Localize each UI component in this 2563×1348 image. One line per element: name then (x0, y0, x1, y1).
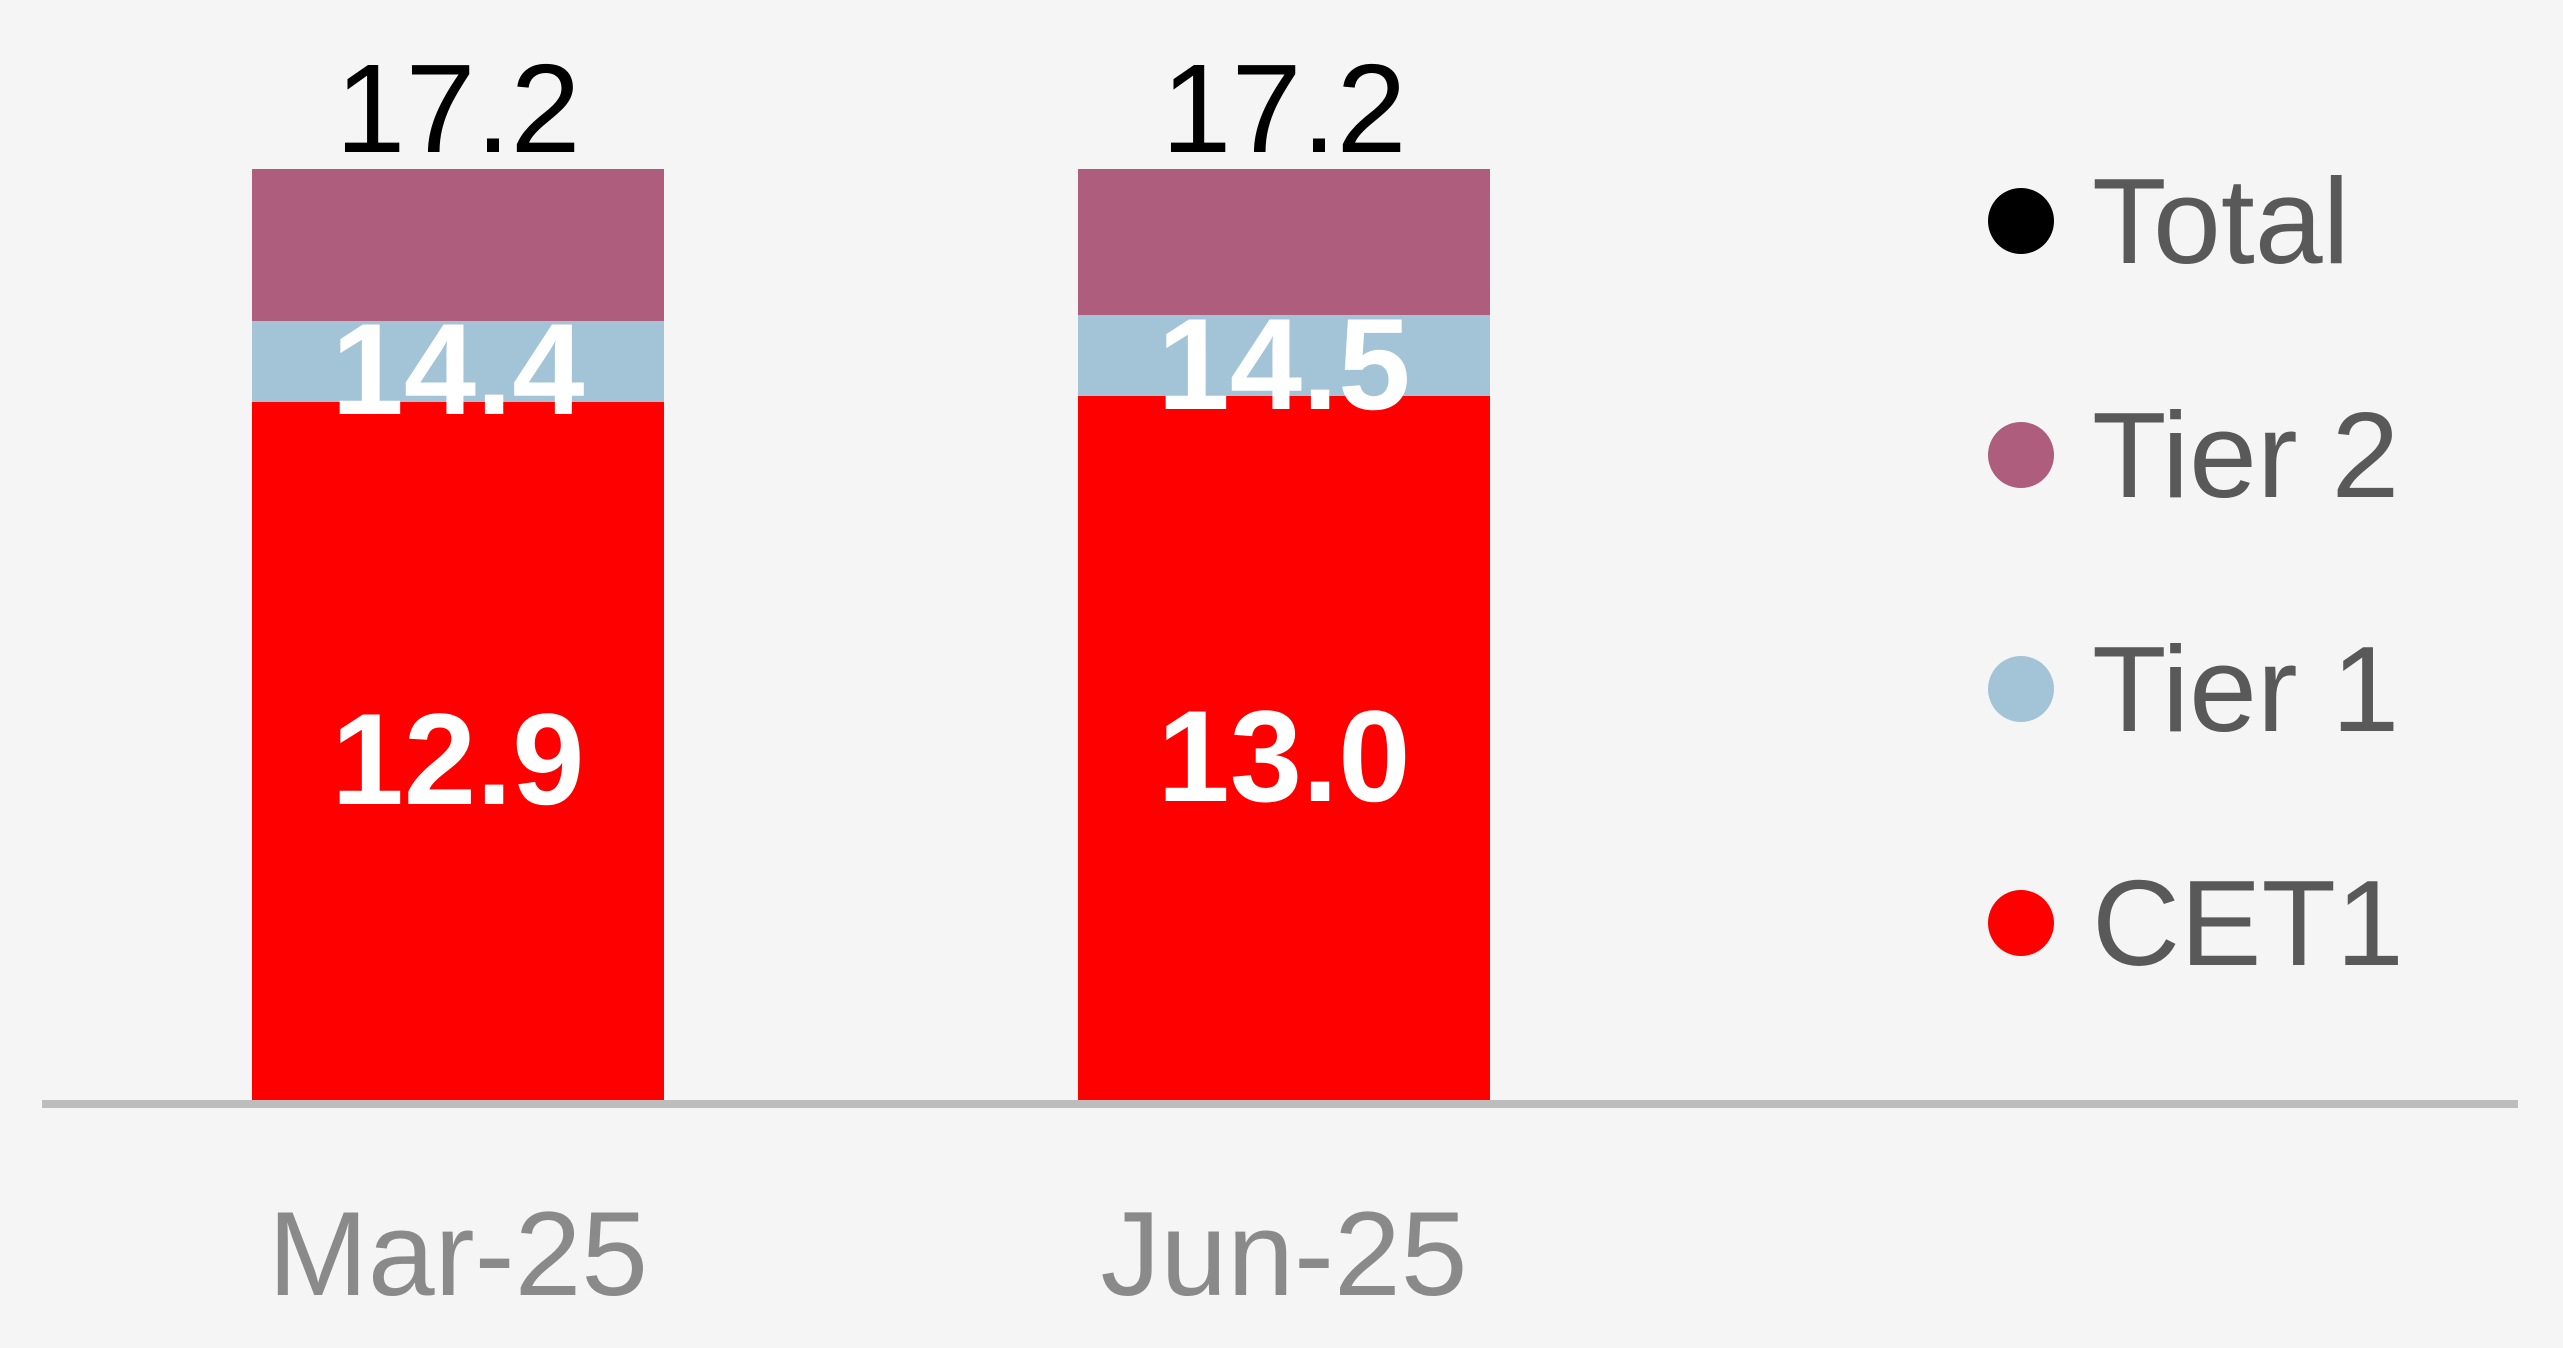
total-label-mar-25: 17.2 (335, 38, 581, 179)
cet1-dot-icon (1988, 890, 2054, 956)
bar-segment-tier-1-mar-25 (252, 320, 664, 402)
x-axis-line (42, 1100, 2518, 1108)
x-axis-label-jun-25: Jun-25 (1100, 1187, 1468, 1321)
segment-label-tier-1-mar-25: 14.4 (331, 296, 585, 443)
legend-item-total: Total (1988, 160, 2350, 282)
legend-item-tier-2: Tier 2 (1988, 394, 2399, 516)
total-label-jun-25: 17.2 (1161, 38, 1407, 179)
bar-segment-tier-1-jun-25 (1078, 315, 1490, 397)
segment-label-tier-1-jun-25: 14.5 (1157, 290, 1411, 437)
segment-label-cet1-jun-25: 13.0 (1157, 683, 1411, 830)
total-dot-icon (1988, 188, 2054, 254)
legend-label-tier-1: Tier 1 (2092, 621, 2400, 757)
legend-label-total: Total (2092, 153, 2350, 289)
legend-label-tier-2: Tier 2 (2092, 387, 2400, 523)
legend-label-cet1: CET1 (2092, 855, 2404, 991)
tier-2-dot-icon (1988, 422, 2054, 488)
x-axis-label-mar-25: Mar-25 (267, 1187, 649, 1321)
bar-segment-cet1-mar-25 (252, 401, 664, 1100)
bar-segment-cet1-jun-25 (1078, 396, 1490, 1100)
bar-segment-tier-2-mar-25 (252, 169, 664, 321)
segment-label-cet1-mar-25: 12.9 (331, 685, 585, 832)
tier-1-dot-icon (1988, 656, 2054, 722)
legend-item-tier-1: Tier 1 (1988, 628, 2399, 750)
bar-segment-tier-2-jun-25 (1078, 169, 1490, 316)
legend-item-cet1: CET1 (1988, 862, 2404, 984)
